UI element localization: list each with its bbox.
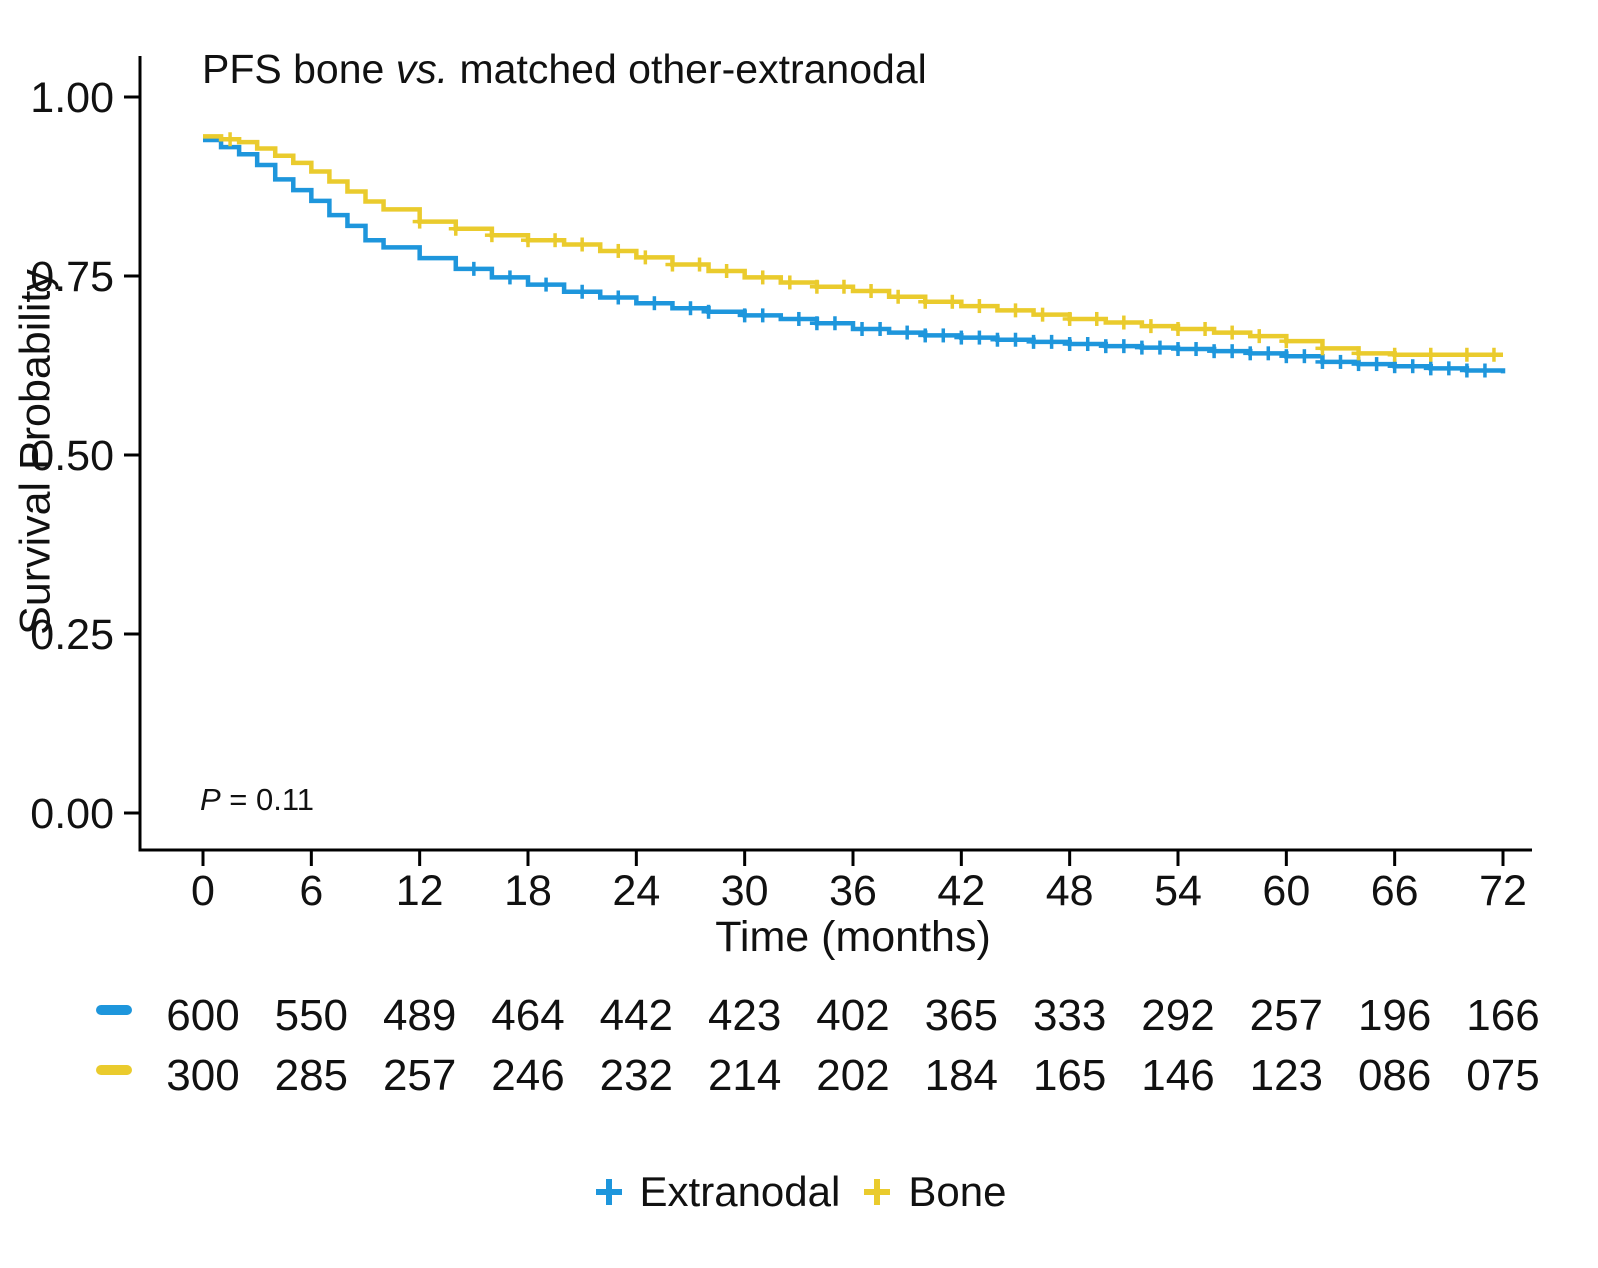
- risk-row-marker-icon: [96, 1005, 132, 1015]
- risk-count: 464: [491, 991, 564, 1040]
- chart-title-suffix: matched other-extranodal: [448, 46, 927, 92]
- risk-count: 442: [600, 991, 673, 1040]
- y-tick-label: 0.25: [30, 611, 114, 659]
- chart-title-prefix: PFS bone: [202, 46, 396, 92]
- risk-count: 232: [600, 1051, 673, 1100]
- risk-count: 202: [816, 1051, 889, 1100]
- x-axis-label: Time (months): [715, 913, 991, 961]
- chart-title-vs: vs.: [395, 46, 449, 92]
- risk-count: 166: [1466, 991, 1539, 1040]
- risk-count: 257: [383, 1051, 456, 1100]
- risk-count: 285: [275, 1051, 348, 1100]
- x-tick-label: 0: [191, 867, 215, 915]
- legend-item-extranodal: Extranodal: [592, 1168, 841, 1216]
- x-tick-label: 48: [1046, 867, 1094, 915]
- legend-label: Bone: [908, 1168, 1007, 1215]
- risk-count: 246: [491, 1051, 564, 1100]
- risk-count: 600: [166, 991, 239, 1040]
- chart-title: PFS bone vs. matched other-extranodal: [202, 46, 927, 93]
- y-tick-label: 0.75: [30, 253, 114, 301]
- y-axis-ticks: 0.00 0.25 0.50 0.75 1.00: [30, 74, 140, 838]
- risk-count: 146: [1141, 1051, 1214, 1100]
- risk-count: 365: [925, 991, 998, 1040]
- x-tick-label: 72: [1479, 867, 1527, 915]
- risk-count: 550: [275, 991, 348, 1040]
- p-value-annotation: P = 0.11: [200, 782, 314, 818]
- risk-count: 333: [1033, 991, 1106, 1040]
- x-tick-label: 42: [937, 867, 985, 915]
- risk-count: 075: [1466, 1051, 1539, 1100]
- x-tick-label: 18: [504, 867, 552, 915]
- p-value-symbol: P: [200, 782, 221, 817]
- x-tick-label: 12: [396, 867, 444, 915]
- x-tick-label: 30: [721, 867, 769, 915]
- x-tick-label: 36: [829, 867, 877, 915]
- risk-row-marker-icon: [96, 1065, 132, 1075]
- risk-count: 184: [925, 1051, 998, 1100]
- x-axis-ticks: 0 6 12 18 24 30 36 42 48 54 60 66 72: [191, 850, 1527, 915]
- legend: Extranodal Bone: [0, 1168, 1598, 1216]
- p-value-text: = 0.11: [220, 782, 315, 817]
- risk-count: 489: [383, 991, 456, 1040]
- x-tick-label: 66: [1371, 867, 1419, 915]
- risk-count: 423: [708, 991, 781, 1040]
- censor-marks-bone: [223, 132, 1501, 362]
- survival-curve-extranodal: [203, 137, 1506, 374]
- risk-count: 214: [708, 1051, 781, 1100]
- risk-count: 300: [166, 1051, 239, 1100]
- risk-count: 402: [816, 991, 889, 1040]
- legend-item-bone: Bone: [860, 1168, 1006, 1216]
- risk-table: 600 550 489 464 442 423 402 365 333 292 257 196 166 3…: [96, 991, 1540, 1100]
- y-tick-label: 0.00: [30, 790, 114, 838]
- legend-label: Extranodal: [639, 1168, 841, 1215]
- x-tick-label: 6: [299, 867, 323, 915]
- risk-count: 086: [1358, 1051, 1431, 1100]
- axes: [138, 56, 1532, 852]
- risk-count: 123: [1250, 1051, 1323, 1100]
- x-tick-label: 60: [1262, 867, 1310, 915]
- y-axis-label: Survival Probability: [11, 269, 60, 635]
- survival-curve-bone: [203, 134, 1503, 358]
- risk-count: 292: [1141, 991, 1214, 1040]
- risk-count: 196: [1358, 991, 1431, 1040]
- x-tick-label: 54: [1154, 867, 1202, 915]
- risk-count: 165: [1033, 1051, 1106, 1100]
- plus-icon: [595, 1179, 622, 1205]
- y-tick-label: 0.50: [30, 432, 114, 480]
- plus-icon: [864, 1179, 891, 1205]
- y-tick-label: 1.00: [30, 74, 114, 122]
- risk-count: 257: [1250, 991, 1323, 1040]
- censor-marks-extranodal: [466, 261, 1492, 378]
- x-tick-label: 24: [612, 867, 660, 915]
